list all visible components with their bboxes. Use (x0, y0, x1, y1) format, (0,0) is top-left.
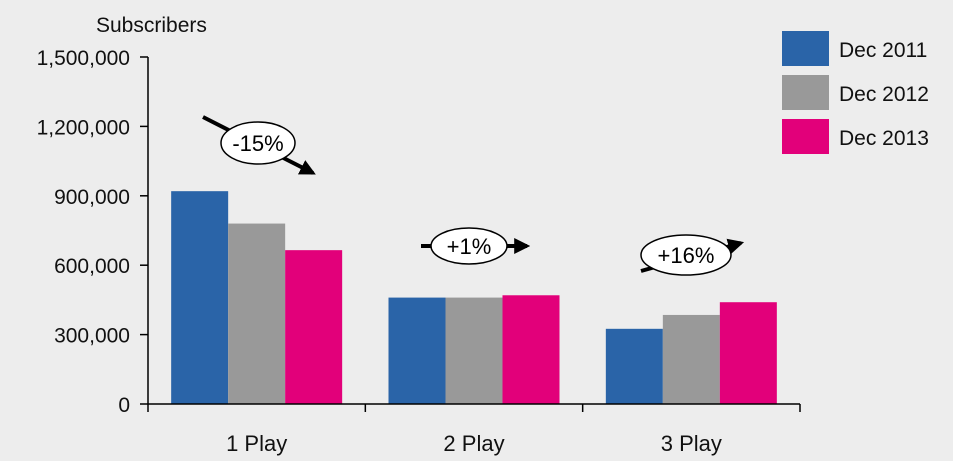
legend-label: Dec 2011 (839, 39, 927, 62)
y-tick-label: 1,200,000 (37, 116, 130, 139)
bar (605, 328, 663, 404)
legend-swatch (782, 31, 829, 66)
bar (719, 302, 777, 404)
bar (445, 297, 503, 404)
legend: Dec 2011 Dec 2012 Dec 2013 (782, 31, 929, 154)
y-tick-label: 0 (118, 394, 130, 417)
annotation-bubble (430, 227, 508, 265)
annotation-bubble (640, 234, 732, 276)
legend-label: Dec 2012 (839, 83, 929, 106)
y-axis: 0 300,000 600,000 900,000 1,200,000 1,500,000 (37, 47, 149, 417)
y-tick-label: 1,500,000 (37, 47, 130, 70)
bar (662, 314, 720, 404)
y-axis-title: Subscribers (96, 14, 207, 37)
annotation-bubble (220, 121, 296, 165)
bar (171, 191, 229, 404)
y-tick-label: 900,000 (54, 186, 130, 209)
bars (171, 191, 777, 404)
annotations: -15% +1% +16% (202, 115, 745, 276)
bar (285, 250, 343, 404)
x-tick-label: 2 Play (443, 431, 504, 456)
y-tick-label: 300,000 (54, 325, 130, 348)
bar (502, 295, 560, 404)
legend-label: Dec 2013 (839, 127, 929, 150)
bar (388, 297, 446, 404)
legend-swatch (782, 75, 829, 110)
legend-swatch (782, 119, 829, 154)
y-tick-label: 600,000 (54, 255, 130, 278)
annotation-label: -15% (232, 131, 283, 156)
annotation-label: +16% (658, 243, 715, 268)
annotation-label: +1% (447, 234, 492, 259)
x-tick-label: 3 Play (661, 431, 722, 456)
x-axis: 1 Play 2 Play 3 Play (147, 403, 801, 456)
bar (228, 223, 286, 404)
x-tick-label: 1 Play (226, 431, 287, 456)
